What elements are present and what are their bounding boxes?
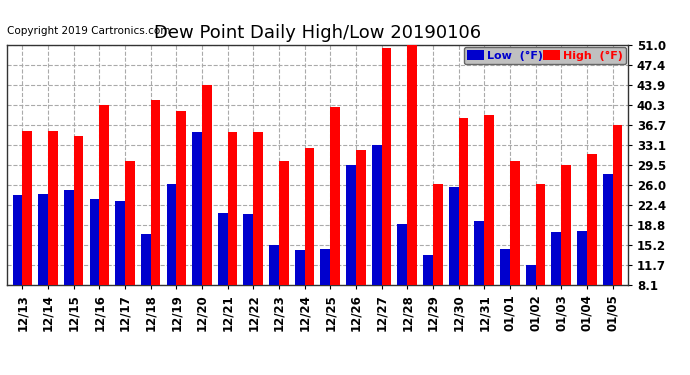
Bar — [269, 245, 279, 285]
Bar — [577, 231, 586, 285]
Bar — [150, 100, 160, 285]
Bar — [484, 115, 494, 285]
Bar — [141, 234, 150, 285]
Bar — [304, 148, 315, 285]
Bar — [407, 45, 417, 285]
Bar — [510, 161, 520, 285]
Title: Dew Point Daily High/Low 20190106: Dew Point Daily High/Low 20190106 — [154, 24, 481, 42]
Bar — [356, 150, 366, 285]
Bar — [218, 213, 228, 285]
Bar — [372, 145, 382, 285]
Bar — [613, 125, 622, 285]
Bar — [295, 251, 304, 285]
Bar — [423, 255, 433, 285]
Bar — [74, 136, 83, 285]
Bar — [551, 232, 561, 285]
Bar — [586, 154, 597, 285]
Bar — [535, 184, 545, 285]
Bar — [382, 48, 391, 285]
Bar — [244, 214, 253, 285]
Text: Copyright 2019 Cartronics.com: Copyright 2019 Cartronics.com — [7, 26, 170, 36]
Bar — [176, 111, 186, 285]
Bar — [320, 249, 331, 285]
Bar — [228, 132, 237, 285]
Bar — [253, 132, 263, 285]
Bar — [202, 85, 212, 285]
Bar — [603, 174, 613, 285]
Bar — [64, 190, 74, 285]
Bar — [38, 194, 48, 285]
Bar — [115, 201, 125, 285]
Bar — [561, 165, 571, 285]
Bar — [99, 105, 109, 285]
Bar — [448, 186, 459, 285]
Bar — [459, 118, 469, 285]
Bar — [346, 165, 356, 285]
Bar — [166, 184, 176, 285]
Bar — [90, 199, 99, 285]
Bar — [331, 107, 340, 285]
Bar — [526, 265, 535, 285]
Bar — [12, 195, 22, 285]
Bar — [475, 221, 484, 285]
Bar — [433, 184, 442, 285]
Bar — [279, 161, 288, 285]
Bar — [193, 132, 202, 285]
Bar — [22, 131, 32, 285]
Bar — [48, 131, 58, 285]
Bar — [125, 161, 135, 285]
Legend: Low  (°F), High  (°F): Low (°F), High (°F) — [464, 46, 627, 64]
Bar — [397, 224, 407, 285]
Bar — [500, 249, 510, 285]
